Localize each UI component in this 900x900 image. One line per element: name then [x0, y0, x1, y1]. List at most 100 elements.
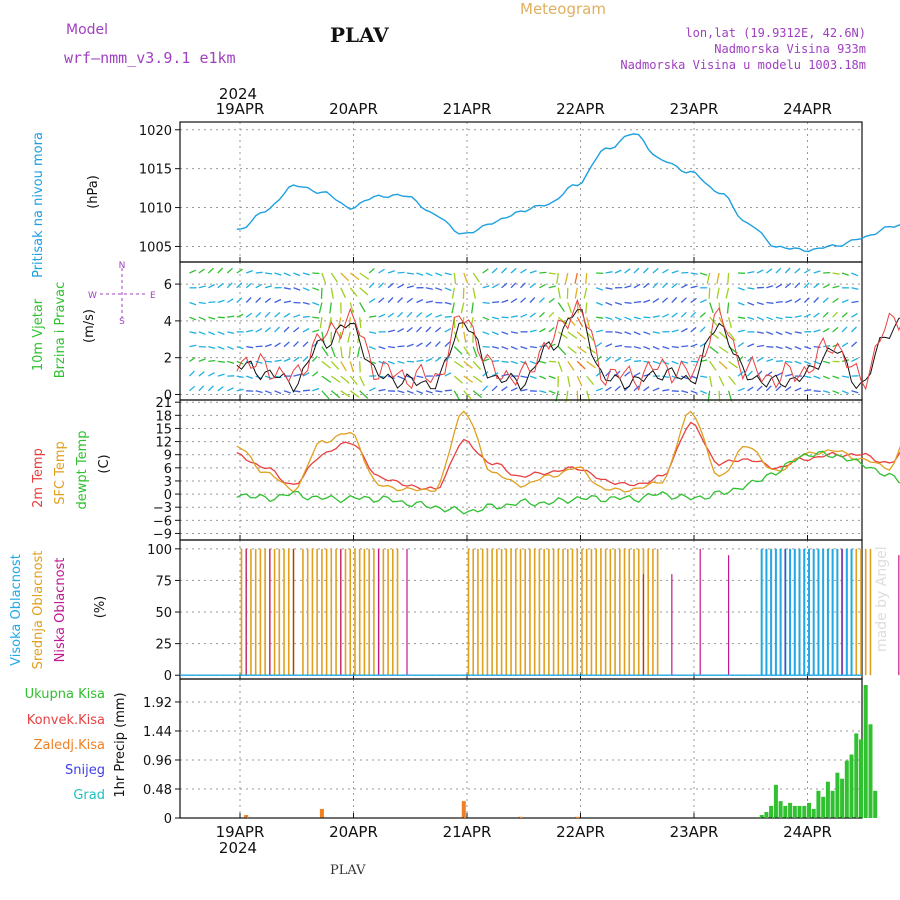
wind-arrow	[737, 371, 744, 377]
wind-arrow	[236, 268, 243, 274]
wind-arrow	[463, 390, 472, 400]
wind-arrow	[766, 358, 774, 363]
wind-arrow	[822, 327, 830, 333]
wind-arrow	[264, 285, 273, 289]
wind-arrow	[614, 269, 622, 274]
wind-arrow	[756, 316, 764, 321]
wind-arrow	[349, 361, 354, 373]
precip-bar	[849, 754, 854, 818]
wind-arrow	[539, 283, 546, 289]
y-tick-label: 25	[155, 638, 172, 653]
wind-arrow	[813, 297, 820, 303]
precip-bar	[778, 801, 783, 818]
wind-arrow	[340, 272, 350, 282]
wind-arrow	[283, 390, 291, 394]
wind-arrow	[756, 357, 764, 362]
wind-arrow	[605, 316, 613, 321]
temp2m-line	[236, 421, 900, 491]
precip-bar	[830, 790, 835, 818]
wind-arrow	[255, 345, 263, 348]
compass-s: S	[119, 317, 125, 327]
wind-arrow	[765, 385, 772, 392]
model-name: wrf—nmm_v3.9.1 e1km	[64, 49, 236, 67]
wind-arrow	[633, 267, 640, 274]
precip-bar	[759, 815, 764, 818]
wind-arrow	[823, 360, 831, 364]
wind-arrow	[633, 316, 641, 320]
y-tick-label: 2	[164, 352, 172, 367]
wind-arrow	[576, 346, 587, 354]
wind-arrow	[529, 270, 537, 274]
wind-arrow	[794, 345, 802, 350]
wind-arrow	[208, 301, 216, 304]
wind-arrow	[785, 360, 793, 364]
wind-arrow	[274, 390, 282, 395]
compass-n: N	[119, 261, 126, 271]
legend-conv: Konvek.Kisa	[27, 713, 105, 728]
y-tick-label: 0	[164, 669, 172, 684]
precip-bar	[764, 812, 769, 818]
wind-arrow	[832, 390, 840, 395]
wind-arrow	[681, 390, 689, 394]
wind-arrow	[557, 331, 568, 339]
wind-arrow	[406, 272, 414, 275]
wind-arrow	[425, 357, 433, 362]
wind-arrow	[274, 342, 281, 348]
day-label-bottom: 21APR	[443, 823, 492, 841]
wind-arrow	[227, 360, 235, 365]
wind-arrow	[662, 268, 669, 274]
wind-arrow	[775, 331, 783, 336]
precip-bar	[873, 790, 878, 818]
wind-arrow	[434, 341, 441, 348]
wind-arrow	[690, 343, 698, 348]
wind-arrow	[491, 267, 498, 274]
wind-arrow	[236, 313, 244, 318]
temp-label-c: dewpt Temp	[75, 430, 90, 509]
wind-arrow	[737, 287, 745, 291]
wind-arrow	[472, 287, 476, 299]
wind-arrow	[822, 297, 829, 303]
wind-arrow	[460, 302, 465, 314]
wind-arrow	[329, 302, 332, 314]
wind-arrow	[567, 361, 575, 371]
wind-arrow	[804, 313, 811, 318]
wind-arrow	[728, 331, 736, 341]
precip-bar	[575, 816, 580, 818]
wind-arrow	[643, 267, 649, 274]
compass-e: E	[150, 291, 156, 301]
y-tick-label: 0	[164, 812, 172, 827]
temp-label-b: SFC Temp	[53, 441, 68, 505]
wind-arrow	[595, 371, 603, 377]
wind-arrow	[576, 360, 586, 370]
wind-arrow	[217, 267, 224, 274]
wind-arrow	[520, 345, 528, 350]
wind-arrow	[747, 287, 755, 290]
wind-arrow	[596, 329, 604, 333]
wind-arrow	[510, 298, 518, 304]
wind-arrow	[340, 287, 346, 299]
wind-arrow	[841, 375, 850, 379]
wind-arrow	[265, 272, 273, 275]
wind-arrow	[491, 345, 500, 350]
y-tick-label: 1005	[139, 240, 172, 255]
wind-arrow	[633, 385, 640, 392]
wind-arrow	[368, 282, 375, 289]
wind-arrow	[330, 346, 336, 358]
wind-arrow	[633, 372, 641, 377]
wind-arrow	[652, 315, 660, 318]
wind-arrow	[766, 268, 773, 274]
wind-arrow	[756, 331, 764, 335]
wind-arrow	[283, 272, 291, 277]
wind-arrow	[330, 360, 340, 370]
pressure-panel: 1005 1010 1015 1020	[139, 121, 900, 263]
wind-arrow	[652, 282, 659, 289]
day-label-bottom: 20APR	[329, 823, 378, 841]
precip-bar	[244, 815, 249, 818]
wind-arrow	[813, 390, 821, 393]
wind-arrow	[784, 267, 791, 274]
wind-arrow	[624, 268, 631, 274]
y-tick-label: −9	[153, 527, 172, 542]
wind-arrow	[397, 311, 404, 318]
wind-arrow	[727, 317, 732, 329]
wind-arrow	[803, 268, 811, 274]
